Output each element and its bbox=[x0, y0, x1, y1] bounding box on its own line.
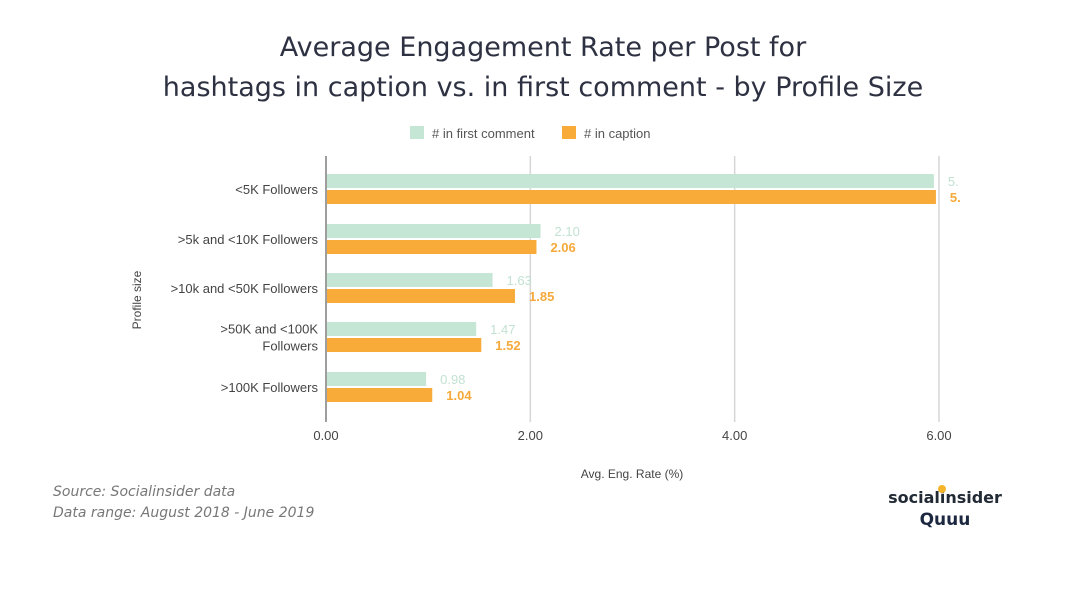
bar bbox=[326, 289, 516, 303]
value-label: 0.98 bbox=[440, 372, 465, 387]
category-labels: <5K Followers >5k and <10K Followers >10k … bbox=[171, 182, 319, 395]
bar bbox=[326, 372, 427, 386]
legend-swatch bbox=[410, 126, 424, 139]
category-label: >5k and <10K Followers bbox=[178, 232, 319, 247]
bar bbox=[326, 190, 936, 204]
value-label: 1.04 bbox=[446, 388, 472, 403]
source-note: Source: Socialinsider data bbox=[53, 484, 236, 500]
x-axis-label: Avg. Eng. Rate (%) bbox=[581, 467, 684, 481]
category-label: >10k and <50K Followers bbox=[171, 281, 319, 296]
value-label: 1.85 bbox=[529, 289, 554, 304]
value-label: 5. bbox=[950, 190, 961, 205]
legend-swatch bbox=[562, 126, 576, 139]
x-tick-label: 4.00 bbox=[722, 428, 747, 443]
value-label: 2.10 bbox=[555, 224, 580, 239]
chart-title-line-2: hashtags in caption vs. in first comment… bbox=[162, 72, 924, 103]
chart-title: Average Engagement Rate per Post for has… bbox=[0, 28, 1080, 108]
category-label: Followers bbox=[262, 339, 318, 354]
quuu-logo: Quuu bbox=[919, 510, 971, 530]
y-axis-label: Profile size bbox=[130, 270, 144, 329]
legend-label: # in first comment bbox=[432, 126, 535, 141]
value-label: 1.63 bbox=[507, 273, 532, 288]
bars: 5. 2.10 1.63 1.47 0.98 5. 2.06 1.85 1.52 1.04 bbox=[326, 174, 961, 403]
value-label: 2.06 bbox=[550, 240, 575, 255]
x-tick-label: 0.00 bbox=[313, 428, 338, 443]
legend: # in first comment # in caption bbox=[410, 126, 651, 141]
logo-dot-icon bbox=[938, 485, 947, 493]
footer-notes: Source: Socialinsider data Data range: A… bbox=[53, 482, 314, 524]
legend-label: # in caption bbox=[584, 126, 651, 141]
bar bbox=[326, 273, 493, 287]
category-label: >100K Followers bbox=[221, 380, 319, 395]
bar bbox=[326, 240, 537, 254]
value-label: 1.52 bbox=[495, 338, 520, 353]
value-label: 5. bbox=[948, 174, 959, 189]
bar bbox=[326, 322, 477, 336]
x-tick-label: 6.00 bbox=[926, 428, 951, 443]
chart-title-line-1: Average Engagement Rate per Post for bbox=[279, 32, 807, 63]
socialinsider-logo: socialinsider bbox=[888, 485, 1002, 507]
bar bbox=[326, 338, 482, 352]
category-label: >50K and <100K bbox=[220, 322, 318, 337]
x-axis-ticks: 0.00 2.00 4.00 6.00 bbox=[313, 428, 951, 443]
bar bbox=[326, 174, 934, 188]
x-tick-label: 2.00 bbox=[518, 428, 543, 443]
date-range-note: Data range: August 2018 - June 2019 bbox=[53, 505, 315, 521]
value-label: 1.47 bbox=[490, 322, 515, 337]
bar bbox=[326, 388, 433, 402]
logo-block: socialinsider Quuu bbox=[875, 485, 1015, 530]
logo-brand-text: socialinsider bbox=[888, 488, 1002, 507]
category-label: <5K Followers bbox=[235, 182, 318, 197]
bar bbox=[326, 224, 541, 238]
